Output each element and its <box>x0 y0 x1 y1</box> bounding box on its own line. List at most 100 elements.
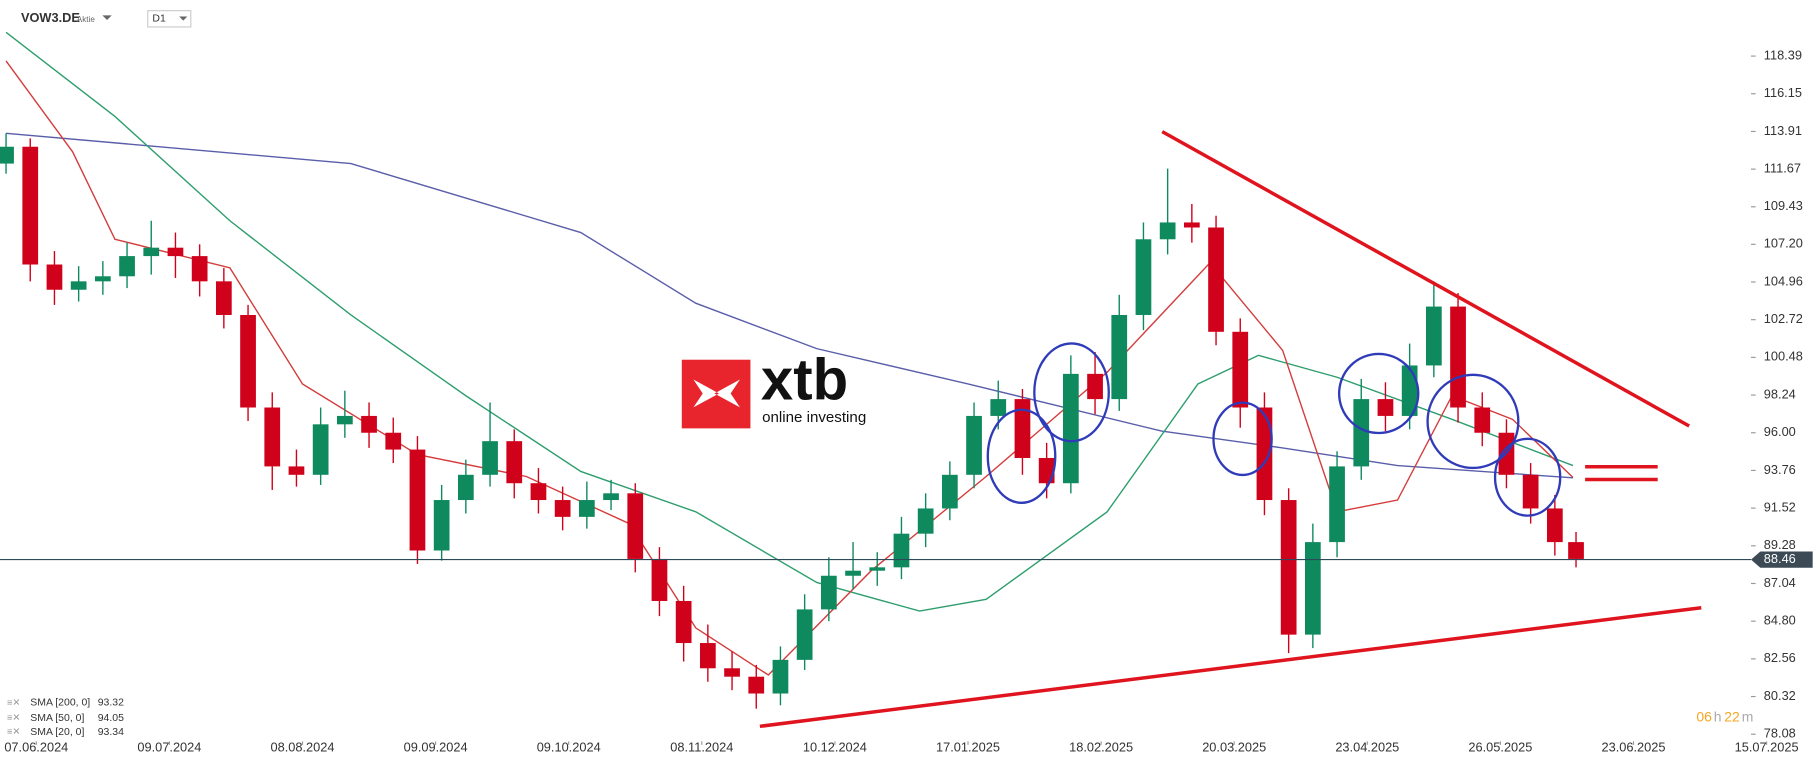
y-tick-label: 98.24 <box>1764 386 1796 401</box>
candle-body <box>603 493 619 501</box>
candle <box>119 242 135 289</box>
x-tick-label: 09.07.2024 <box>137 740 201 755</box>
candle <box>772 646 789 706</box>
candle-body <box>651 558 668 601</box>
sma-line <box>5 132 1574 479</box>
candle <box>1280 488 1297 654</box>
circle <box>1426 373 1520 470</box>
candle-body <box>1232 331 1249 408</box>
x-tick-label: 08.11.2024 <box>670 740 733 755</box>
candle <box>845 542 861 590</box>
candle-body <box>1183 222 1200 228</box>
sma-line <box>5 60 1574 676</box>
candle <box>1232 318 1249 428</box>
candle-body <box>94 276 111 282</box>
candle-body <box>336 415 353 425</box>
candle-body <box>143 247 160 257</box>
timeframe-dropdown <box>179 16 188 21</box>
circle <box>1493 437 1562 517</box>
trendline <box>759 605 1702 729</box>
y-tick-label: 78.08 <box>1764 726 1796 741</box>
x-tick-label: 10.12.2024 <box>803 740 867 755</box>
y-tick-label: 80.32 <box>1764 688 1796 703</box>
timeframe-select[interactable] <box>147 10 192 28</box>
candle-body <box>845 570 861 576</box>
candle <box>1474 392 1491 447</box>
candle <box>457 459 474 514</box>
circle <box>1033 342 1110 443</box>
x-tick-label: 23.06.2025 <box>1602 740 1666 755</box>
candle <box>578 481 595 529</box>
x-tick-label: 26.05.2025 <box>1468 740 1532 755</box>
candle <box>1522 463 1539 524</box>
candle <box>385 417 402 464</box>
candle <box>46 251 63 305</box>
x-tick-label: 07.06.2024 <box>4 740 68 755</box>
y-tick-label: 118.39 <box>1764 47 1802 62</box>
candle-body <box>675 600 692 644</box>
candle <box>1304 523 1321 649</box>
x-tick-label: 09.09.2024 <box>404 740 468 755</box>
y-tick-label: 87.04 <box>1764 575 1796 590</box>
symbol: VOW3.DE <box>21 10 80 25</box>
candle <box>820 557 837 622</box>
candle <box>1038 442 1055 499</box>
candle-body <box>1159 222 1176 240</box>
candle <box>1546 494 1563 556</box>
y-tick-label: 89.28 <box>1764 537 1796 552</box>
candle <box>748 664 765 709</box>
candle-body <box>506 441 523 484</box>
candle <box>482 402 498 487</box>
x-tick-label: 09.10.2024 <box>537 740 601 755</box>
candle-body <box>530 483 547 501</box>
candle-body <box>264 407 281 467</box>
candle <box>143 220 160 275</box>
candle-body <box>119 256 135 277</box>
candle-body <box>1474 407 1491 433</box>
y-tick-label: 113.91 <box>1764 123 1802 138</box>
symbol-dropdown[interactable] <box>102 15 112 20</box>
candle <box>167 232 184 278</box>
annotations <box>986 342 1562 517</box>
legend-icon[interactable]: ≡✕ <box>7 697 20 707</box>
legend-icon[interactable]: ≡✕ <box>7 726 20 736</box>
candle-body <box>1329 466 1345 543</box>
timer-h: h <box>1714 709 1722 725</box>
x-tick-label: 18.02.2025 <box>1069 740 1133 755</box>
candle <box>893 516 910 580</box>
candle-body <box>385 432 402 450</box>
candle-body <box>772 659 789 694</box>
candle-body <box>724 668 740 677</box>
plot <box>0 31 1752 729</box>
candle-body <box>191 256 208 282</box>
candle <box>1568 532 1584 568</box>
candle <box>312 407 329 485</box>
legend-value: 94.05 <box>98 713 124 724</box>
legend-icon[interactable]: ≡✕ <box>7 713 20 723</box>
timeframe: D1 <box>152 14 166 25</box>
candle-body <box>433 500 450 551</box>
candle <box>506 429 523 499</box>
candle <box>1256 392 1273 516</box>
y-tick-label: 107.20 <box>1764 236 1803 251</box>
y-tick-label: 102.72 <box>1764 311 1803 326</box>
x-tick-label: 20.03.2025 <box>1202 740 1266 755</box>
candle <box>1329 451 1345 558</box>
candle-body <box>1256 407 1273 501</box>
candle <box>1208 215 1224 346</box>
y-tick-label: 111.67 <box>1764 160 1801 175</box>
candle-body <box>1522 474 1539 509</box>
candle <box>1087 351 1103 415</box>
instrument-type: Aktie <box>77 15 96 24</box>
candle <box>554 486 571 531</box>
legend-label: SMA [20, 0] <box>30 727 84 738</box>
candle-body <box>578 500 595 517</box>
candle-body <box>699 643 716 669</box>
candle-body <box>70 281 87 290</box>
candle <box>264 392 281 490</box>
candle-body <box>1135 239 1152 315</box>
candle <box>94 261 111 295</box>
candle <box>869 552 886 586</box>
y-tick-label: 104.96 <box>1764 273 1803 288</box>
circle <box>1212 401 1273 477</box>
